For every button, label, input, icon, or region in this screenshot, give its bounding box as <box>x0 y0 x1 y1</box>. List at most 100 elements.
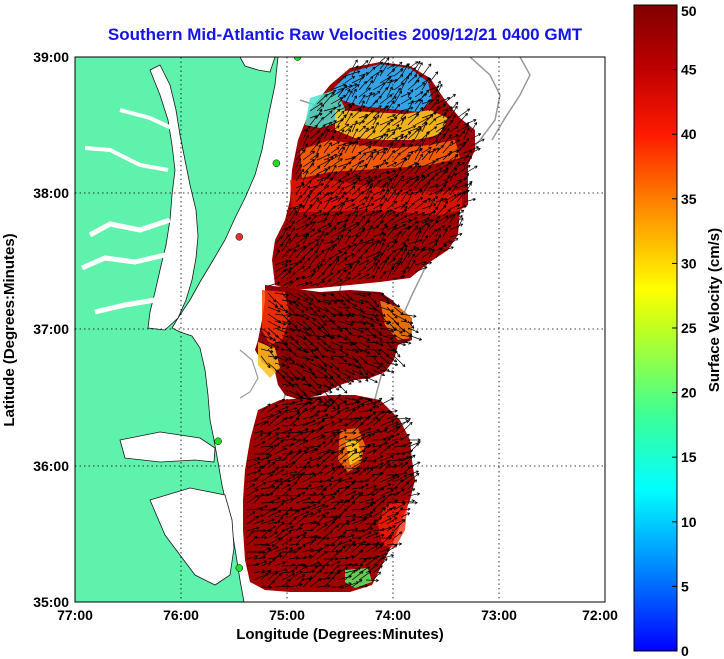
velocity-vector <box>337 582 352 588</box>
velocity-vector <box>344 518 356 525</box>
velocity-vector <box>400 135 408 147</box>
velocity-vector <box>351 396 363 406</box>
velocity-vector <box>344 213 351 224</box>
velocity-vector <box>386 355 398 363</box>
velocity-vector <box>372 418 381 427</box>
velocity-vector <box>393 462 404 469</box>
velocity-vector <box>344 438 359 442</box>
velocity-vector <box>358 140 373 147</box>
velocity-vector <box>337 519 350 532</box>
velocity-vector <box>281 369 294 382</box>
velocity-vector <box>372 299 380 308</box>
map-content <box>75 57 605 602</box>
velocity-vector <box>316 278 325 287</box>
velocity-vector <box>274 292 290 297</box>
velocity-vector <box>379 232 386 245</box>
velocity-vector <box>379 105 388 119</box>
velocity-vector <box>379 517 392 525</box>
velocity-vector <box>274 447 287 455</box>
velocity-vector <box>295 510 310 518</box>
velocity-vector <box>386 225 397 238</box>
velocity-vector <box>316 369 328 378</box>
velocity-vector <box>260 585 272 589</box>
velocity-vector <box>414 148 422 161</box>
velocity-vector <box>330 501 340 511</box>
velocity-vector <box>302 204 313 217</box>
velocity-vector <box>365 416 379 427</box>
velocity-vector <box>407 224 419 238</box>
velocity-vector <box>372 240 380 252</box>
velocity-vector <box>302 492 317 497</box>
velocity-vector <box>337 269 347 280</box>
velocity-vector <box>337 305 350 310</box>
velocity-vector <box>309 410 321 420</box>
velocity-vector <box>358 531 372 539</box>
velocity-vector <box>428 249 435 259</box>
velocity-vector <box>372 320 383 326</box>
velocity-vector <box>386 517 398 525</box>
velocity-vector <box>372 220 384 231</box>
velocity-vector <box>281 234 290 245</box>
velocity-vector <box>323 195 339 203</box>
velocity-vector <box>407 259 416 273</box>
x-tick-label: 72:00 <box>582 607 618 623</box>
velocity-vector <box>344 527 359 532</box>
velocity-vector <box>449 192 463 203</box>
velocity-vector <box>358 456 369 462</box>
velocity-vector <box>288 481 297 490</box>
velocity-vector <box>351 84 360 91</box>
velocity-vector <box>393 341 406 347</box>
velocity-vector <box>295 292 309 301</box>
velocity-vector <box>456 217 464 231</box>
velocity-vector <box>372 259 380 273</box>
velocity-vector <box>365 578 379 583</box>
velocity-vector <box>330 243 337 252</box>
velocity-vector <box>393 192 400 203</box>
velocity-vector <box>295 472 305 483</box>
velocity-vector <box>309 549 321 560</box>
velocity-vector <box>379 445 391 455</box>
velocity-vector <box>260 473 274 483</box>
velocity-vector <box>323 263 332 273</box>
velocity-vector <box>295 223 309 231</box>
velocity-vector <box>421 166 432 175</box>
velocity-vector <box>386 409 398 413</box>
radar-station-marker <box>214 437 222 445</box>
velocity-vector <box>372 72 379 84</box>
velocity-vector <box>435 161 445 168</box>
velocity-vector <box>407 327 419 334</box>
velocity-vector <box>288 438 303 448</box>
velocity-vector <box>379 197 388 210</box>
velocity-vector <box>323 196 333 210</box>
velocity-vector <box>393 474 408 483</box>
velocity-vector <box>372 348 381 355</box>
velocity-vector <box>421 121 428 133</box>
velocity-vector <box>407 238 423 245</box>
velocity-vector <box>386 68 396 77</box>
velocity-vector <box>386 63 396 70</box>
velocity-vector <box>351 579 363 588</box>
velocity-vector <box>316 536 330 540</box>
velocity-vector <box>400 144 413 154</box>
velocity-vector <box>260 528 273 533</box>
velocity-vector <box>330 419 343 427</box>
velocity-vector <box>288 417 300 427</box>
velocity-vector <box>393 87 401 98</box>
velocity-vector <box>414 175 426 189</box>
velocity-vector <box>302 129 309 140</box>
velocity-vector <box>358 313 374 321</box>
velocity-vector <box>358 125 367 133</box>
river-2 <box>81 252 166 271</box>
velocity-vector <box>246 456 261 462</box>
velocity-vector <box>295 464 312 469</box>
velocity-vector <box>393 313 407 322</box>
velocity-vector <box>372 266 380 280</box>
velocity-vector <box>330 108 341 119</box>
velocity-vector <box>323 571 334 581</box>
velocity-vector <box>358 145 372 154</box>
velocity-vector <box>337 186 345 196</box>
velocity-vector <box>449 105 458 119</box>
velocity-vector <box>372 341 384 347</box>
velocity-vector <box>274 561 286 567</box>
velocity-vector <box>421 218 434 224</box>
